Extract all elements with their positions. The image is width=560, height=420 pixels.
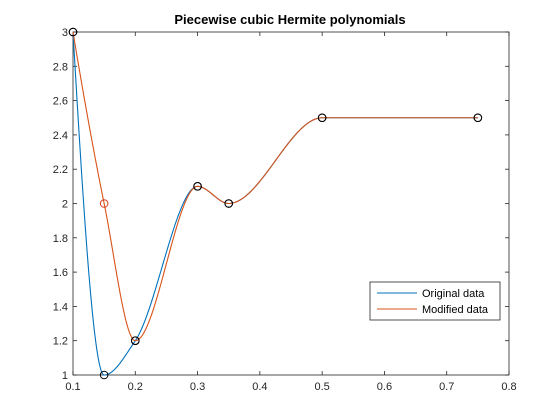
data-point-modified xyxy=(224,199,234,208)
y-tick-label: 2.6 xyxy=(53,96,68,108)
data-point-modified xyxy=(473,113,483,123)
y-tick-label: 2.2 xyxy=(53,164,68,176)
y-tick-label: 2.8 xyxy=(53,61,68,73)
y-tick-label: 1.6 xyxy=(53,267,68,279)
data-point-modified xyxy=(68,27,78,37)
x-tick-label: 0.6 xyxy=(377,381,392,393)
markers xyxy=(68,27,483,380)
y-tick-label: 2.4 xyxy=(53,130,68,142)
x-tick-label: 0.8 xyxy=(501,381,516,393)
x-tick-label: 0.1 xyxy=(65,381,80,393)
y-tick-label: 1.2 xyxy=(53,336,68,348)
series-line-modified-data xyxy=(72,31,478,342)
data-point-modified xyxy=(317,113,327,123)
y-tick-label: 2 xyxy=(62,199,68,211)
data-point-modified xyxy=(193,182,202,191)
y-tick-label: 1.8 xyxy=(53,233,68,245)
legend-label: Original data xyxy=(422,288,485,300)
x-tick-label: 0.7 xyxy=(439,381,454,393)
y-tick-label: 3 xyxy=(62,27,68,39)
data-point-modified xyxy=(130,336,140,346)
curves xyxy=(72,31,478,376)
y-tick-label: 1 xyxy=(62,370,68,382)
x-tick-label: 0.5 xyxy=(314,381,329,393)
axes: 0.1 0.2 0.3 0.4 0.5 0.6 0.7 0.8 1 1.2 1.4 1.6 1.8 2 2.… xyxy=(53,27,517,393)
chart-title: Piecewise cubic Hermite polynomials xyxy=(174,12,405,27)
x-tick-label: 0.3 xyxy=(190,381,205,393)
data-point-modified xyxy=(99,199,109,208)
legend-box xyxy=(369,281,501,321)
x-tick-label: 0.4 xyxy=(252,381,267,393)
data-point-original xyxy=(99,370,109,380)
plot-area xyxy=(72,31,510,376)
x-tick-label: 0.2 xyxy=(128,381,143,393)
legend-label: Modified data xyxy=(422,304,489,316)
y-tick-label: 1.4 xyxy=(53,301,68,313)
legend: Original data Modified data xyxy=(369,281,501,321)
